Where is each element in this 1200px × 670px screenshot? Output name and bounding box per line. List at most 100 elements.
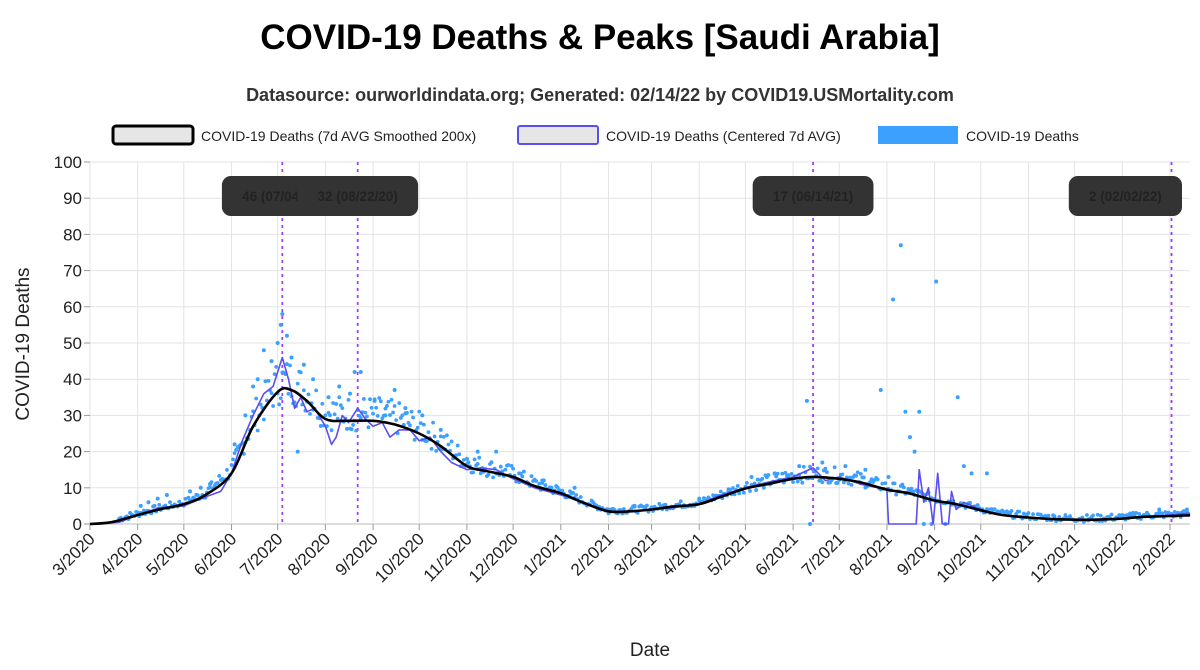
daily-point-285 xyxy=(555,485,560,490)
daily-key-point-63 xyxy=(955,395,960,400)
daily-point-474 xyxy=(846,481,851,486)
daily-key-point-11 xyxy=(261,348,266,353)
daily-point-263 xyxy=(521,469,526,474)
x-tick-label-0: 3/2020 xyxy=(49,529,99,579)
daily-point-177 xyxy=(389,397,394,402)
daily-point-618 xyxy=(1068,514,1072,519)
daily-key-point-27 xyxy=(383,413,388,418)
y-tick-label-60: 60 xyxy=(63,298,82,317)
daily-point-167 xyxy=(374,405,379,410)
daily-point-23 xyxy=(152,503,157,508)
daily-point-297 xyxy=(574,492,579,497)
daily-key-point-30 xyxy=(420,413,425,418)
x-tick-label-10: 1/2021 xyxy=(519,529,569,579)
daily-point-479 xyxy=(854,473,859,478)
daily-key-point-50 xyxy=(863,467,868,472)
daily-deaths-points xyxy=(117,243,1191,526)
daily-point-75 xyxy=(232,451,237,456)
daily-key-point-19 xyxy=(301,362,306,367)
daily-point-94 xyxy=(261,417,266,422)
daily-point-198 xyxy=(421,422,426,427)
daily-point-262 xyxy=(520,474,525,479)
x-tick-label-13: 4/2021 xyxy=(658,529,708,579)
x-tick-label-9: 12/2020 xyxy=(465,529,522,586)
daily-point-629 xyxy=(1085,513,1089,517)
peak-lines xyxy=(281,162,1173,524)
daily-point-142 xyxy=(335,416,340,421)
daily-point-505 xyxy=(894,492,899,497)
daily-point-189 xyxy=(408,423,412,428)
daily-point-175 xyxy=(386,399,391,404)
x-axis-label: Date xyxy=(630,640,670,661)
daily-key-point-6 xyxy=(208,482,212,487)
peak-label-text-2: 17 (06/14/21) xyxy=(773,189,853,204)
daily-point-160 xyxy=(363,410,368,415)
daily-point-174 xyxy=(385,404,389,408)
daily-point-179 xyxy=(392,404,397,408)
daily-key-point-41 xyxy=(697,496,702,501)
daily-point-591 xyxy=(1026,511,1031,515)
daily-point-273 xyxy=(537,481,542,486)
daily-key-point-13 xyxy=(275,341,280,345)
daily-point-221 xyxy=(457,452,462,457)
legend-item-daily[interactable]: COVID-19 Deaths xyxy=(878,126,1079,144)
daily-point-231 xyxy=(472,457,477,462)
daily-point-585 xyxy=(1017,509,1022,514)
x-tick-label-19: 10/2021 xyxy=(933,529,990,586)
legend-item-centered[interactable]: COVID-19 Deaths (Centered 7d AVG) xyxy=(517,125,841,145)
daily-point-187 xyxy=(405,411,409,415)
daily-key-point-48 xyxy=(820,460,825,465)
daily-point-234 xyxy=(477,455,482,460)
daily-key-point-37 xyxy=(572,485,577,490)
daily-point-89 xyxy=(254,396,259,401)
daily-point-149 xyxy=(346,397,351,402)
daily-key-point-2 xyxy=(155,496,160,501)
daily-point-97 xyxy=(266,378,271,383)
daily-point-12 xyxy=(135,510,140,515)
daily-point-437 xyxy=(789,471,794,476)
chart-subtitle: Datasource: ourworldindata.org; Generate… xyxy=(246,85,954,105)
y-tick-label-100: 100 xyxy=(54,153,82,172)
daily-point-248 xyxy=(498,464,503,469)
daily-point-253 xyxy=(506,463,511,467)
daily-point-636 xyxy=(1095,512,1100,517)
daily-point-211 xyxy=(441,434,446,439)
daily-key-point-51 xyxy=(878,388,883,393)
daily-point-26 xyxy=(157,502,162,507)
y-tick-label-70: 70 xyxy=(63,262,82,281)
peak-label-text-1: 32 (08/22/20) xyxy=(318,189,398,204)
x-tick-label-16: 7/2021 xyxy=(798,529,848,579)
daily-point-124 xyxy=(308,411,312,416)
daily-point-498 xyxy=(883,481,888,486)
daily-point-663 xyxy=(1137,511,1142,516)
daily-key-point-4 xyxy=(188,489,192,494)
daily-point-281 xyxy=(549,485,554,490)
daily-key-point-67 xyxy=(1008,511,1012,516)
daily-point-224 xyxy=(461,457,466,462)
daily-point-343 xyxy=(645,503,649,508)
daily-key-point-23 xyxy=(348,391,352,396)
daily-key-point-53 xyxy=(891,297,896,302)
daily-point-484 xyxy=(861,475,866,480)
daily-point-465 xyxy=(832,465,837,470)
daily-point-168 xyxy=(375,414,380,418)
peak-label-text-3: 2 (02/02/22) xyxy=(1089,189,1162,204)
daily-point-194 xyxy=(415,425,420,430)
daily-point-200 xyxy=(425,439,429,443)
daily-point-611 xyxy=(1057,514,1062,519)
daily-key-point-59 xyxy=(921,522,926,526)
daily-key-point-73 xyxy=(1184,507,1189,512)
daily-key-point-45 xyxy=(797,464,802,469)
daily-key-point-8 xyxy=(243,413,248,418)
daily-point-588 xyxy=(1021,511,1026,516)
legend-item-smoothed[interactable]: COVID-19 Deaths (7d AVG Smoothed 200x) xyxy=(111,124,476,146)
daily-point-594 xyxy=(1031,512,1035,517)
daily-point-295 xyxy=(571,490,575,495)
daily-key-point-26 xyxy=(372,398,377,403)
y-tick-label-50: 50 xyxy=(63,334,82,353)
daily-key-point-29 xyxy=(403,406,408,411)
daily-key-point-9 xyxy=(251,384,256,389)
x-tick-label-14: 5/2021 xyxy=(704,529,754,579)
daily-key-point-71 xyxy=(1157,507,1162,512)
